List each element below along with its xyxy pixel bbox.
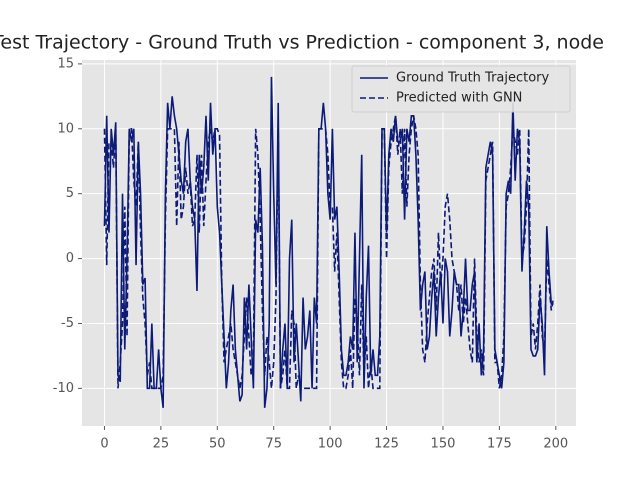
y-tick-label: 5 xyxy=(66,186,74,201)
x-tick-label: 125 xyxy=(374,437,399,452)
y-tick-label: -5 xyxy=(61,316,74,331)
x-tick-label: 0 xyxy=(100,437,108,452)
y-tick-label: 10 xyxy=(57,121,74,136)
legend-label: Ground Truth Trajectory xyxy=(396,71,550,86)
x-tick-label: 100 xyxy=(318,437,343,452)
x-tick-label: 75 xyxy=(265,437,282,452)
x-tick-label: 150 xyxy=(431,437,456,452)
x-tick-label: 200 xyxy=(543,437,568,452)
y-tick-label: 0 xyxy=(66,251,74,266)
legend-box xyxy=(351,65,571,113)
x-tick-label: 25 xyxy=(153,437,170,452)
y-tick-label: 15 xyxy=(57,56,74,71)
legend-label: Predicted with GNN xyxy=(396,91,522,106)
y-tick-label: -10 xyxy=(53,381,74,396)
chart-title: Test Trajectory - Ground Truth vs Predic… xyxy=(0,32,604,54)
x-tick-label: 175 xyxy=(487,437,512,452)
series-line xyxy=(103,115,555,390)
x-tick-label: 50 xyxy=(209,437,226,452)
